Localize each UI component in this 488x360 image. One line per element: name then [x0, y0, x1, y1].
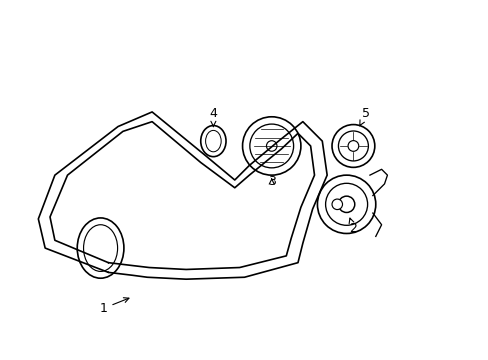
- Text: 3: 3: [267, 175, 275, 188]
- Text: 1: 1: [100, 298, 129, 315]
- Circle shape: [331, 199, 342, 210]
- Text: 4: 4: [209, 107, 217, 126]
- Text: 2: 2: [348, 218, 357, 235]
- Text: 5: 5: [359, 107, 369, 126]
